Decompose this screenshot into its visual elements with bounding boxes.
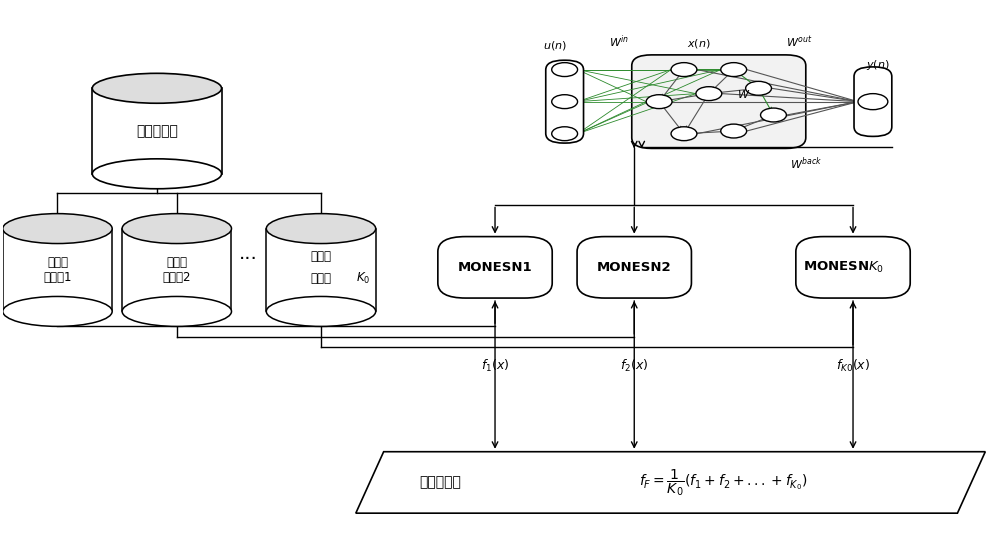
Circle shape xyxy=(721,124,747,138)
Polygon shape xyxy=(356,452,985,513)
Text: $K_0$: $K_0$ xyxy=(356,271,370,286)
Text: ···: ··· xyxy=(239,250,258,269)
Circle shape xyxy=(858,93,888,110)
FancyBboxPatch shape xyxy=(577,237,691,298)
Text: $f_{K0}(x)$: $f_{K0}(x)$ xyxy=(836,358,870,374)
Text: $u(n)$: $u(n)$ xyxy=(543,39,567,52)
Circle shape xyxy=(552,63,578,77)
FancyBboxPatch shape xyxy=(796,237,910,298)
Ellipse shape xyxy=(266,214,376,244)
FancyBboxPatch shape xyxy=(854,67,892,137)
Text: MONESN2: MONESN2 xyxy=(597,261,672,274)
Ellipse shape xyxy=(122,214,232,244)
Bar xyxy=(266,228,376,312)
Ellipse shape xyxy=(92,159,222,189)
Text: MONESN1: MONESN1 xyxy=(458,261,532,274)
Circle shape xyxy=(696,87,722,100)
Text: $y(n)$: $y(n)$ xyxy=(866,58,890,72)
Text: 新训练
数据集1: 新训练 数据集1 xyxy=(43,256,72,284)
Text: $f_2(x)$: $f_2(x)$ xyxy=(620,358,648,374)
Circle shape xyxy=(671,127,697,140)
Circle shape xyxy=(552,127,578,140)
Text: $W$: $W$ xyxy=(737,87,750,100)
Text: 数据集: 数据集 xyxy=(310,272,332,285)
Circle shape xyxy=(746,82,771,95)
Text: $f_1(x)$: $f_1(x)$ xyxy=(481,358,509,374)
Text: 新训练
数据集2: 新训练 数据集2 xyxy=(163,256,191,284)
Bar xyxy=(3,228,112,312)
FancyBboxPatch shape xyxy=(632,55,806,148)
Text: $W^{back}$: $W^{back}$ xyxy=(790,155,822,172)
Ellipse shape xyxy=(266,296,376,326)
Bar xyxy=(122,228,231,312)
Circle shape xyxy=(761,108,786,122)
Text: MONESN$K_0$: MONESN$K_0$ xyxy=(803,260,884,275)
Circle shape xyxy=(671,63,697,77)
Text: 训练数据集: 训练数据集 xyxy=(136,124,178,138)
Ellipse shape xyxy=(122,296,232,326)
FancyBboxPatch shape xyxy=(546,60,584,143)
Ellipse shape xyxy=(3,214,112,244)
Ellipse shape xyxy=(92,73,222,103)
FancyBboxPatch shape xyxy=(438,237,552,298)
Text: 子模型融合: 子模型融合 xyxy=(419,475,461,489)
Ellipse shape xyxy=(3,296,112,326)
Text: $W^{out}$: $W^{out}$ xyxy=(786,34,813,50)
Text: $x(n)$: $x(n)$ xyxy=(687,37,711,50)
Text: 新训练: 新训练 xyxy=(310,250,332,263)
Circle shape xyxy=(646,94,672,109)
Text: $f_F = \dfrac{1}{K_0}(f_1+f_2+...+f_{K_0})$: $f_F = \dfrac{1}{K_0}(f_1+f_2+...+f_{K_0… xyxy=(639,467,808,498)
Circle shape xyxy=(552,94,578,109)
Text: $W^{in}$: $W^{in}$ xyxy=(609,33,630,50)
Circle shape xyxy=(721,63,747,77)
Bar xyxy=(92,88,222,174)
